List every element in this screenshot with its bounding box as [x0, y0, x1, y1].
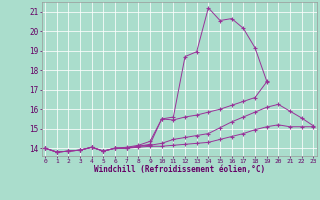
- X-axis label: Windchill (Refroidissement éolien,°C): Windchill (Refroidissement éolien,°C): [94, 165, 265, 174]
